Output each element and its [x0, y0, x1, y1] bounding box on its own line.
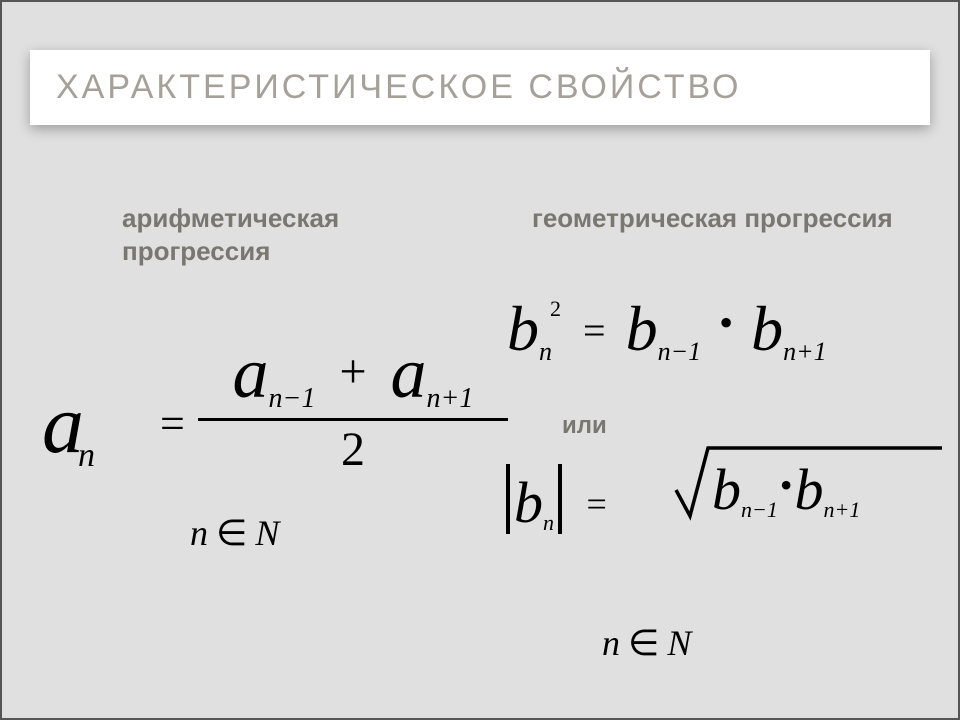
g2-b: b	[514, 470, 543, 535]
g2-dot: •	[778, 465, 795, 505]
cond2-N: N	[667, 623, 691, 663]
lhs-an: an	[42, 376, 101, 473]
title-card: ХАРАКТЕРИСТИЧЕСКОЕ СВОЙСТВО	[30, 50, 930, 125]
g2-r2-sub: n+1	[823, 497, 860, 522]
g1-b: b	[507, 293, 539, 364]
denominator: 2	[198, 422, 508, 477]
cond-n: n	[190, 513, 208, 553]
equals-sign: =	[160, 398, 185, 449]
num-a1-sub: n−1	[269, 383, 316, 414]
fraction-bar	[198, 418, 508, 421]
g1-r1-sub: n−1	[658, 337, 702, 366]
element-of-icon: ∈	[620, 623, 667, 663]
element-of-icon: ∈	[208, 513, 255, 553]
radicand: bn−1•bn+1	[712, 456, 860, 523]
g1-r1: b	[626, 293, 658, 364]
g1-equals: =	[579, 308, 610, 353]
g2-sub: n	[543, 510, 554, 535]
g1-r2-sub: n+1	[783, 337, 827, 366]
num-a2: a	[391, 333, 427, 413]
page-title: ХАРАКТЕРИСТИЧЕСКОЕ СВОЙСТВО	[56, 68, 904, 107]
cond-N: N	[255, 513, 279, 553]
plus-sign: +	[333, 345, 372, 398]
g2-r1: b	[712, 457, 741, 522]
or-label: или	[562, 412, 607, 440]
cond2-n: n	[602, 623, 620, 663]
geometric-condition: n∈N	[602, 622, 691, 664]
num-a2-sub: n+1	[427, 383, 474, 414]
arithmetic-heading: арифметическая прогрессия	[122, 202, 462, 267]
square-root: bn−1•bn+1	[674, 438, 944, 528]
geometric-formula-squared: bn2 = bn−1 • bn+1	[507, 292, 937, 382]
g2-r1-sub: n−1	[741, 497, 778, 522]
slide-frame: ХАРАКТЕРИСТИЧЕСКОЕ СВОЙСТВО арифметическ…	[0, 0, 960, 720]
geometric-heading: геометрическая прогрессия	[532, 202, 912, 235]
arithmetic-formula: an = an−1 + an+1 2	[42, 332, 512, 502]
numerator: an−1 + an+1	[198, 332, 508, 415]
g1-dot: •	[717, 300, 735, 345]
g1-r2: b	[751, 293, 783, 364]
sub-n: n	[78, 437, 95, 474]
g1-sup: 2	[550, 296, 561, 321]
g2-r2: b	[794, 457, 823, 522]
abs-bar-left	[506, 464, 510, 534]
abs-bar-right	[558, 464, 562, 534]
arithmetic-condition: n∈N	[190, 512, 279, 554]
g1-sub: n	[539, 337, 552, 366]
g2-equals: =	[581, 484, 613, 524]
num-a1: a	[233, 333, 269, 413]
